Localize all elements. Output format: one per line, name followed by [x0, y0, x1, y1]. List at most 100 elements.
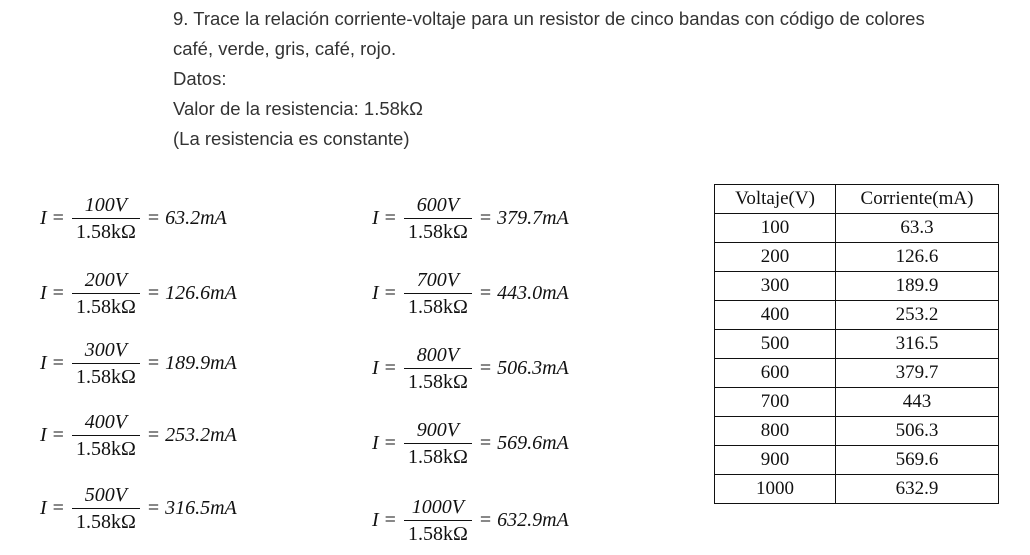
table-row: 200 126.6 [714, 242, 999, 272]
eq-lhs: I [40, 496, 47, 519]
eq-fraction: 1000V 1.58kΩ [403, 495, 472, 546]
current-cell: 569.6 [835, 445, 999, 475]
voltage-cell: 900 [714, 445, 836, 475]
voltage-cell: 600 [714, 358, 836, 388]
voltage-current-table: Voltaje(V) Corriente(mA) 100 63.3 200 126.… [714, 184, 999, 504]
equation-1000v: I = 1000V 1.58kΩ = 632.9mA [372, 495, 569, 546]
eq-lhs: I [40, 351, 47, 374]
voltage-cell: 100 [714, 213, 836, 243]
current-cell: 506.3 [835, 416, 999, 446]
eq-fraction: 500V 1.58kΩ [71, 483, 140, 534]
voltage-cell: 400 [714, 300, 836, 330]
eq-lhs: I [372, 356, 379, 379]
eq-numerator: 100V [84, 193, 127, 216]
eq-result: 569.6mA [497, 431, 569, 454]
table-row: 600 379.7 [714, 358, 999, 388]
eq-result: 189.9mA [165, 351, 237, 374]
eq-numerator: 900V [416, 418, 459, 441]
eq-numerator: 300V [84, 338, 127, 361]
table-header-row: Voltaje(V) Corriente(mA) [714, 184, 999, 214]
eq-denominator: 1.58kΩ [407, 295, 468, 318]
eq-fraction: 600V 1.58kΩ [403, 193, 472, 244]
eq-numerator: 600V [416, 193, 459, 216]
eq-fraction: 700V 1.58kΩ [403, 268, 472, 319]
eq-denominator: 1.58kΩ [75, 510, 136, 533]
eq-numerator: 700V [416, 268, 459, 291]
voltage-cell: 700 [714, 387, 836, 417]
eq-numerator: 800V [416, 343, 459, 366]
table-row: 1000 632.9 [714, 474, 999, 504]
eq-result: 506.3mA [497, 356, 569, 379]
table-row: 900 569.6 [714, 445, 999, 475]
eq-fraction: 100V 1.58kΩ [71, 193, 140, 244]
eq-numerator: 500V [84, 483, 127, 506]
table-row: 100 63.3 [714, 213, 999, 243]
eq-denominator: 1.58kΩ [407, 220, 468, 243]
current-cell: 443 [835, 387, 999, 417]
table-row: 300 189.9 [714, 271, 999, 301]
eq-denominator: 1.58kΩ [75, 437, 136, 460]
eq-numerator: 200V [84, 268, 127, 291]
table-row: 700 443 [714, 387, 999, 417]
equation-900v: I = 900V 1.58kΩ = 569.6mA [372, 418, 569, 469]
eq-result: 443.0mA [497, 281, 569, 304]
eq-denominator: 1.58kΩ [407, 445, 468, 468]
equation-300v: I = 300V 1.58kΩ = 189.9mA [40, 338, 237, 389]
equation-400v: I = 400V 1.58kΩ = 253.2mA [40, 410, 237, 461]
eq-fraction: 400V 1.58kΩ [71, 410, 140, 461]
eq-fraction: 900V 1.58kΩ [403, 418, 472, 469]
table-row: 500 316.5 [714, 329, 999, 359]
equation-800v: I = 800V 1.58kΩ = 506.3mA [372, 343, 569, 394]
eq-result: 316.5mA [165, 496, 237, 519]
eq-denominator: 1.58kΩ [75, 295, 136, 318]
header-current: Corriente(mA) [835, 184, 999, 214]
eq-denominator: 1.58kΩ [407, 370, 468, 393]
eq-lhs: I [372, 508, 379, 531]
equation-600v: I = 600V 1.58kΩ = 379.7mA [372, 193, 569, 244]
voltage-cell: 500 [714, 329, 836, 359]
equation-700v: I = 700V 1.58kΩ = 443.0mA [372, 268, 569, 319]
eq-lhs: I [40, 423, 47, 446]
problem-line-1: 9. Trace la relación corriente-voltaje p… [173, 8, 925, 29]
eq-lhs: I [40, 281, 47, 304]
voltage-cell: 300 [714, 271, 836, 301]
eq-numerator: 1000V [411, 495, 464, 518]
resistance-note: (La resistencia es constante) [173, 128, 410, 149]
current-cell: 316.5 [835, 329, 999, 359]
current-cell: 189.9 [835, 271, 999, 301]
current-cell: 632.9 [835, 474, 999, 504]
datos-label: Datos: [173, 68, 227, 89]
equation-500v: I = 500V 1.58kΩ = 316.5mA [40, 483, 237, 534]
problem-statement: 9. Trace la relación corriente-voltaje p… [173, 4, 925, 154]
eq-lhs: I [372, 431, 379, 454]
eq-lhs: I [372, 206, 379, 229]
problem-line-2: café, verde, gris, café, rojo. [173, 38, 397, 59]
resistance-value: Valor de la resistencia: 1.58kΩ [173, 98, 424, 119]
eq-denominator: 1.58kΩ [75, 365, 136, 388]
eq-result: 63.2mA [165, 206, 227, 229]
table-row: 800 506.3 [714, 416, 999, 446]
eq-fraction: 300V 1.58kΩ [71, 338, 140, 389]
eq-denominator: 1.58kΩ [75, 220, 136, 243]
header-voltage: Voltaje(V) [714, 184, 836, 214]
eq-lhs: I [40, 206, 47, 229]
eq-numerator: 400V [84, 410, 127, 433]
eq-fraction: 200V 1.58kΩ [71, 268, 140, 319]
table-row: 400 253.2 [714, 300, 999, 330]
eq-result: 632.9mA [497, 508, 569, 531]
eq-result: 126.6mA [165, 281, 237, 304]
equation-100v: I = 100V 1.58kΩ = 63.2mA [40, 193, 227, 244]
voltage-cell: 1000 [714, 474, 836, 504]
eq-fraction: 800V 1.58kΩ [403, 343, 472, 394]
eq-result: 253.2mA [165, 423, 237, 446]
current-cell: 253.2 [835, 300, 999, 330]
current-cell: 126.6 [835, 242, 999, 272]
equation-200v: I = 200V 1.58kΩ = 126.6mA [40, 268, 237, 319]
eq-lhs: I [372, 281, 379, 304]
voltage-cell: 800 [714, 416, 836, 446]
current-cell: 379.7 [835, 358, 999, 388]
eq-denominator: 1.58kΩ [407, 522, 468, 545]
voltage-cell: 200 [714, 242, 836, 272]
current-cell: 63.3 [835, 213, 999, 243]
eq-result: 379.7mA [497, 206, 569, 229]
